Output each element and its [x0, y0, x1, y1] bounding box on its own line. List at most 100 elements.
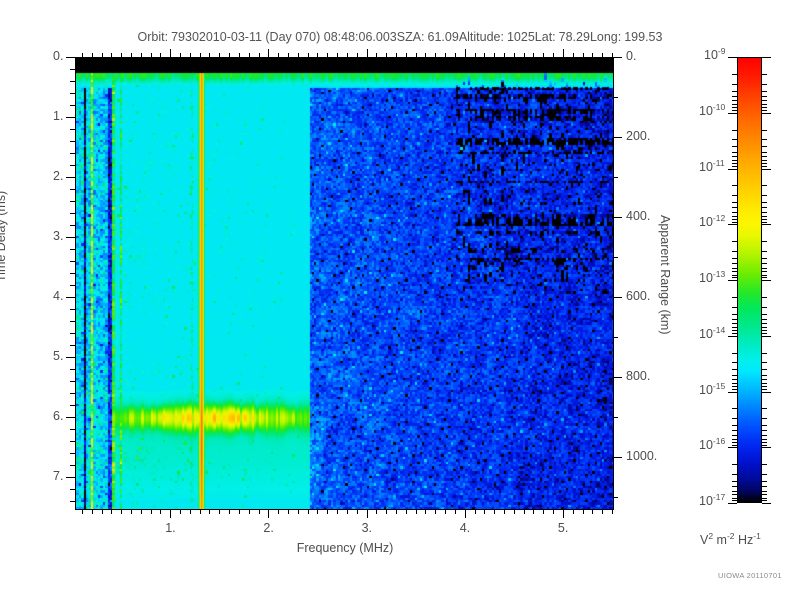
x-minor-tick	[111, 509, 112, 514]
colorbar-minor-tick	[732, 327, 737, 328]
x-top-tick	[553, 53, 554, 57]
x-top-tick	[278, 53, 279, 57]
x-minor-tick	[327, 509, 328, 514]
x-top-tick	[416, 53, 417, 57]
y2-major-tick	[613, 377, 622, 378]
y2-minor-tick	[613, 257, 618, 258]
colorbar-minor-tick	[762, 369, 767, 370]
x-top-tick	[308, 53, 309, 57]
x-minor-tick	[200, 509, 201, 514]
colorbar-minor-tick	[762, 375, 767, 376]
y2-tick-label: 600.	[626, 288, 651, 303]
y-tick-label: 3.	[53, 228, 64, 243]
y-minor-tick	[70, 285, 75, 286]
colorbar-minor-tick	[762, 268, 767, 269]
x-top-tick	[563, 49, 564, 57]
x-top-tick	[435, 53, 436, 57]
y2-major-tick	[613, 217, 622, 218]
colorbar-minor-tick	[732, 130, 737, 131]
y2-tick-label: 800.	[626, 368, 651, 383]
y-minor-tick	[70, 201, 75, 202]
x-top-tick	[543, 53, 544, 57]
x-tick-label: 2.	[263, 521, 274, 535]
x-minor-tick	[504, 509, 505, 514]
y-minor-tick	[70, 141, 75, 142]
colorbar-minor-tick	[732, 107, 737, 108]
x-minor-tick	[543, 509, 544, 514]
colorbar-minor-tick	[762, 185, 767, 186]
colorbar-major-tick	[728, 280, 737, 281]
x-top-tick	[131, 53, 132, 57]
y2-tick-label: 1000.	[626, 448, 658, 463]
x-minor-tick	[121, 509, 122, 514]
y-axis-right-title: Apparent Range (km)	[658, 215, 672, 335]
colorbar-minor-tick	[732, 163, 737, 164]
colorbar-minor-tick	[732, 442, 737, 443]
y-minor-tick	[70, 489, 75, 490]
x-minor-tick	[386, 509, 387, 514]
x-minor-tick	[92, 509, 93, 514]
y-major-tick	[66, 477, 75, 478]
x-top-tick	[239, 53, 240, 57]
x-top-tick	[347, 53, 348, 57]
colorbar-minor-tick	[732, 212, 737, 213]
x-axis-title: Frequency (MHz)	[296, 541, 394, 555]
colorbar-minor-tick	[762, 494, 767, 495]
colorbar-minor-tick	[732, 268, 737, 269]
colorbar-major-tick	[728, 224, 737, 225]
y-minor-tick	[70, 189, 75, 190]
y2-minor-tick	[613, 417, 618, 418]
colorbar-minor-tick	[762, 500, 767, 501]
x-minor-tick	[484, 509, 485, 514]
colorbar-minor-tick	[762, 258, 767, 259]
colorbar-minor-tick	[762, 425, 767, 426]
colorbar-major-tick	[762, 57, 771, 58]
y-minor-tick	[70, 453, 75, 454]
colorbar-minor-tick	[762, 146, 767, 147]
colorbar-major-tick	[762, 447, 771, 448]
y-tick-label: 0.	[53, 49, 64, 63]
header-field-value: 1025	[506, 30, 535, 44]
x-minor-tick	[357, 509, 358, 514]
x-major-tick	[268, 509, 269, 518]
x-major-tick	[367, 509, 368, 518]
y-minor-tick	[70, 501, 75, 502]
x-minor-tick	[533, 509, 534, 514]
header-field-value: 199.53	[624, 30, 663, 44]
colorbar-minor-tick	[762, 439, 767, 440]
x-minor-tick	[435, 509, 436, 514]
x-minor-tick	[376, 509, 377, 514]
colorbar-tick-label: 10-14	[699, 324, 726, 341]
x-top-tick	[121, 53, 122, 57]
y-minor-tick	[70, 465, 75, 466]
colorbar-minor-tick	[762, 251, 767, 252]
x-top-tick	[180, 53, 181, 57]
colorbar-minor-tick	[732, 195, 737, 196]
colorbar-minor-tick	[762, 327, 767, 328]
colorbar-minor-tick	[762, 333, 767, 334]
x-minor-tick	[151, 509, 152, 514]
colorbar-minor-tick	[732, 375, 737, 376]
x-minor-tick	[455, 509, 456, 514]
colorbar-minor-tick	[732, 383, 737, 384]
colorbar-major-tick	[762, 224, 771, 225]
colorbar-minor-tick	[762, 166, 767, 167]
header-field-key: Lat:	[534, 30, 556, 44]
colorbar-minor-tick	[732, 389, 737, 390]
x-top-tick	[425, 53, 426, 57]
x-top-tick	[386, 53, 387, 57]
x-minor-tick	[160, 509, 161, 514]
colorbar-minor-tick	[762, 216, 767, 217]
colorbar-minor-tick	[762, 219, 767, 220]
x-minor-tick	[475, 509, 476, 514]
colorbar-minor-tick	[732, 498, 737, 499]
colorbar-minor-tick	[732, 263, 737, 264]
colorbar-minor-tick	[762, 195, 767, 196]
x-minor-tick	[612, 509, 613, 514]
x-top-tick	[592, 53, 593, 57]
colorbar-minor-tick	[762, 435, 767, 436]
colorbar-minor-tick	[732, 91, 737, 92]
colorbar-minor-tick	[732, 386, 737, 387]
y-tick-label: 5.	[53, 348, 64, 363]
colorbar-minor-tick	[732, 202, 737, 203]
